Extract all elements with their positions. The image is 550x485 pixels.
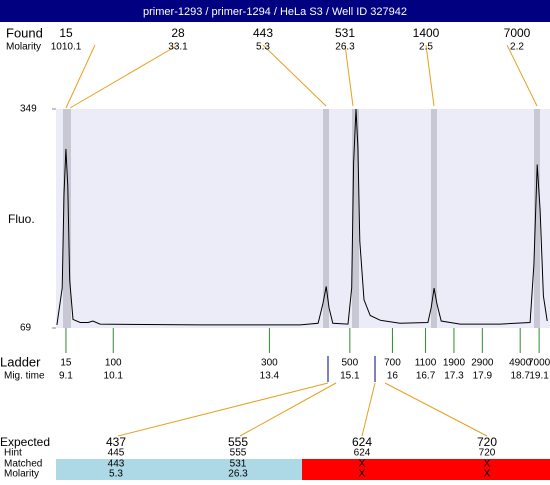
- matched-missing: [302, 459, 550, 480]
- mig-time: 13.4: [260, 371, 280, 382]
- found-connectors: [65, 44, 538, 437]
- matched-ok: [56, 459, 302, 480]
- row-label: Matched: [4, 459, 42, 470]
- cell-molarity: 26.3: [228, 469, 248, 480]
- mig-time: 17.9: [473, 371, 493, 382]
- found-sub-label: Molarity: [6, 42, 41, 53]
- y-axis-label: Fluo.: [8, 212, 35, 226]
- found-label: Found: [6, 25, 43, 40]
- cell-molarity: X: [359, 469, 366, 480]
- ladder-size: 700: [384, 358, 401, 369]
- found-molarity: 1010.1: [51, 42, 82, 53]
- peak-bands: [63, 109, 540, 328]
- cell-matched: 443: [108, 459, 125, 470]
- cell-expected: 624: [352, 435, 372, 449]
- cell-hint: 624: [354, 448, 371, 459]
- ladder-size: 1900: [443, 358, 466, 369]
- cell-expected: 437: [106, 435, 126, 449]
- row-label: Expected: [0, 435, 50, 449]
- row-label: Molarity: [4, 469, 39, 480]
- header-title: primer-1293 / primer-1294 / HeLa S3 / We…: [143, 6, 407, 18]
- trace: [56, 108, 548, 326]
- mig-time: 15.1: [340, 371, 360, 382]
- y-tick-label: 69: [20, 323, 32, 334]
- mig-time: 16.7: [416, 371, 436, 382]
- cell-expected: 555: [228, 435, 248, 449]
- mig-time: 19.1: [529, 371, 549, 382]
- ladder-size: 500: [342, 358, 359, 369]
- found-size: 7000: [504, 26, 531, 40]
- ladder-size: 15: [60, 358, 72, 369]
- ladder-size: 4900: [509, 358, 532, 369]
- cell-matched: X: [359, 459, 366, 470]
- row-label: Hint: [4, 448, 22, 459]
- found-size: 443: [253, 26, 273, 40]
- mig-time: 10.1: [104, 371, 124, 382]
- ladder-sub-label: Mig. time: [4, 371, 45, 382]
- expected-markers: [327, 356, 376, 382]
- found-molarity: 2.5: [419, 42, 433, 53]
- found-molarity: 5.3: [256, 42, 270, 53]
- ladder-size: 100: [105, 358, 122, 369]
- mig-time: 9.1: [59, 371, 73, 382]
- cell-matched: X: [484, 459, 491, 470]
- cell-hint: 445: [108, 448, 125, 459]
- found-molarity: 33.1: [168, 42, 188, 53]
- cell-hint: 555: [230, 448, 247, 459]
- ladder-size: 2900: [471, 358, 494, 369]
- ladder-size: 1100: [415, 358, 437, 369]
- found-size: 1400: [413, 26, 440, 40]
- mig-time: 16: [387, 371, 399, 382]
- found-size: 531: [335, 26, 355, 40]
- y-tick-label: 349: [20, 104, 37, 115]
- found-size: 15: [59, 26, 73, 40]
- header-bar: [0, 0, 550, 22]
- plot-area: [56, 109, 550, 328]
- ladder-size: 7000: [528, 358, 550, 369]
- cell-matched: 531: [230, 459, 247, 470]
- mig-time: 17.3: [444, 371, 464, 382]
- mig-time: 18.7: [510, 371, 530, 382]
- cell-expected: 720: [477, 435, 497, 449]
- cell-hint: 720: [479, 448, 496, 459]
- cell-molarity: X: [484, 469, 491, 480]
- found-molarity: 26.3: [335, 42, 355, 53]
- ladder-label: Ladder: [0, 354, 41, 369]
- found-size: 28: [171, 26, 185, 40]
- found-molarity: 2.2: [510, 42, 524, 53]
- cell-molarity: 5.3: [109, 469, 123, 480]
- ladder-size: 300: [261, 358, 278, 369]
